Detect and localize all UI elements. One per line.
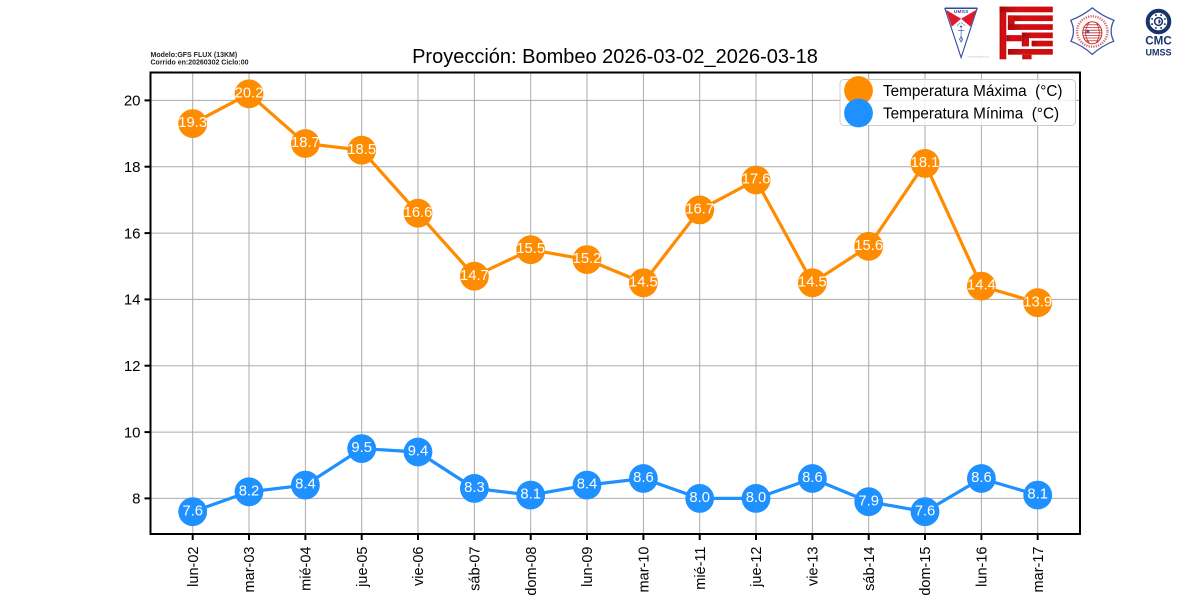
svg-text:18: 18 bbox=[124, 159, 141, 176]
svg-text:14.7: 14.7 bbox=[460, 268, 489, 284]
svg-text:mar-03: mar-03 bbox=[242, 547, 258, 593]
svg-text:vie-13: vie-13 bbox=[806, 547, 822, 587]
svg-text:8.6: 8.6 bbox=[802, 470, 823, 486]
svg-text:lun-16: lun-16 bbox=[975, 547, 991, 587]
svg-text:mié-11: mié-11 bbox=[693, 547, 709, 590]
svg-text:14: 14 bbox=[124, 292, 141, 309]
svg-text:mar-10: mar-10 bbox=[637, 547, 653, 593]
svg-text:9.5: 9.5 bbox=[351, 440, 372, 456]
svg-text:8.6: 8.6 bbox=[971, 470, 992, 486]
svg-text:8.1: 8.1 bbox=[1027, 487, 1048, 503]
svg-text:jue-05: jue-05 bbox=[355, 547, 371, 588]
svg-text:12: 12 bbox=[124, 358, 141, 375]
svg-text:8.2: 8.2 bbox=[239, 483, 260, 499]
svg-text:mié-04: mié-04 bbox=[299, 547, 315, 591]
svg-text:18.5: 18.5 bbox=[347, 142, 376, 158]
svg-text:10: 10 bbox=[124, 424, 141, 441]
svg-text:14.5: 14.5 bbox=[798, 274, 827, 290]
svg-text:dom-08: dom-08 bbox=[524, 547, 540, 596]
svg-text:8.1: 8.1 bbox=[520, 487, 541, 503]
svg-text:7.9: 7.9 bbox=[858, 493, 879, 509]
svg-text:16: 16 bbox=[124, 225, 141, 242]
svg-text:15.5: 15.5 bbox=[516, 241, 545, 257]
svg-text:Temperatura Máxima (°C): Temperatura Máxima (°C) bbox=[883, 83, 1063, 100]
svg-text:8.0: 8.0 bbox=[746, 490, 767, 506]
svg-text:20: 20 bbox=[124, 93, 141, 110]
svg-text:Modelo:GFS FLUX (13KM): Modelo:GFS FLUX (13KM) bbox=[151, 52, 238, 59]
svg-text:8.6: 8.6 bbox=[633, 470, 654, 486]
svg-text:20.2: 20.2 bbox=[235, 85, 264, 101]
svg-text:8.3: 8.3 bbox=[464, 480, 485, 496]
svg-text:14.4: 14.4 bbox=[967, 278, 996, 294]
svg-text:vie-06: vie-06 bbox=[411, 547, 427, 587]
svg-text:13.9: 13.9 bbox=[1023, 294, 1052, 310]
svg-text:15.6: 15.6 bbox=[854, 238, 883, 254]
svg-text:lun-02: lun-02 bbox=[186, 547, 202, 587]
svg-text:www.todologos.com: www.todologos.com bbox=[968, 56, 989, 59]
svg-text:18.1: 18.1 bbox=[911, 155, 940, 171]
svg-text:8: 8 bbox=[132, 491, 140, 508]
svg-text:7.6: 7.6 bbox=[182, 503, 203, 519]
svg-text:Temperatura Mínima (°C): Temperatura Mínima (°C) bbox=[883, 105, 1059, 122]
svg-text:lun-09: lun-09 bbox=[580, 547, 596, 587]
svg-text:sáb-07: sáb-07 bbox=[468, 547, 484, 591]
svg-text:8.0: 8.0 bbox=[689, 490, 710, 506]
svg-text:18.7: 18.7 bbox=[291, 135, 320, 151]
svg-text:17.6: 17.6 bbox=[742, 172, 771, 188]
svg-text:7.6: 7.6 bbox=[915, 503, 936, 519]
svg-text:Corrido en:20260302 Ciclo:00: Corrido en:20260302 Ciclo:00 bbox=[151, 59, 249, 66]
svg-text:Proyección: Bombeo 2026-03-02_: Proyección: Bombeo 2026-03-02_2026-03-18 bbox=[412, 46, 818, 68]
svg-text:UMSS: UMSS bbox=[954, 9, 969, 15]
svg-text:CMC: CMC bbox=[1145, 35, 1172, 48]
svg-text:16.6: 16.6 bbox=[404, 205, 433, 221]
svg-text:dom-15: dom-15 bbox=[918, 547, 934, 596]
svg-text:UMSS: UMSS bbox=[1145, 48, 1171, 58]
svg-text:14.5: 14.5 bbox=[629, 274, 658, 290]
svg-text:sáb-14: sáb-14 bbox=[862, 547, 878, 591]
svg-text:9.4: 9.4 bbox=[408, 444, 429, 460]
svg-text:8.4: 8.4 bbox=[295, 477, 316, 493]
svg-text:8.4: 8.4 bbox=[577, 477, 598, 493]
svg-text:15.2: 15.2 bbox=[573, 251, 602, 267]
svg-text:16.7: 16.7 bbox=[685, 202, 714, 218]
svg-text:mar-17: mar-17 bbox=[1031, 547, 1047, 593]
svg-text:19.3: 19.3 bbox=[178, 115, 207, 131]
svg-text:jue-12: jue-12 bbox=[749, 547, 765, 588]
